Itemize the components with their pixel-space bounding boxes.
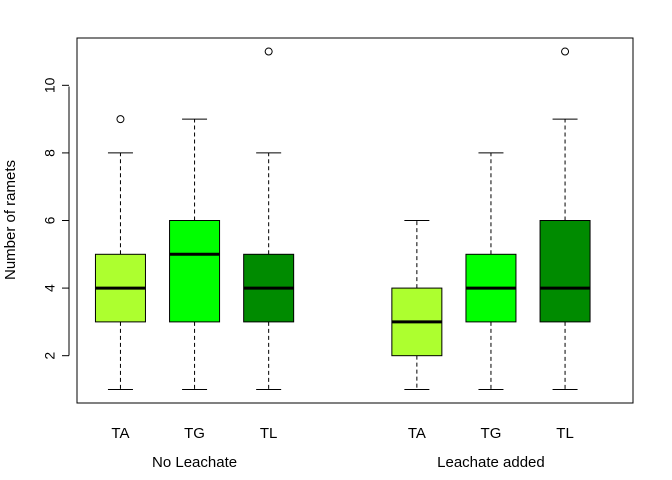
box-tl <box>539 220 591 323</box>
x-tick-label: TL <box>260 425 278 442</box>
y-tick-label: 8 <box>42 149 58 157</box>
box-tg <box>169 220 221 323</box>
x-tick-label: TG <box>481 425 502 442</box>
plot-frame <box>76 37 634 404</box>
x-tick-labels: TA TG TL TA TG TL <box>111 425 573 442</box>
boxes <box>94 47 591 390</box>
x-tick-label: TA <box>111 425 129 442</box>
outlier-point <box>264 47 273 56</box>
group-label: No Leachate <box>152 454 237 471</box>
outlier-point <box>561 47 570 56</box>
y-tick-label: 2 <box>42 352 58 360</box>
group-label: Leachate added <box>437 454 545 471</box>
y-tick-label: 6 <box>42 216 58 224</box>
y-tick-label: 10 <box>42 77 58 93</box>
y-tick-label: 4 <box>42 284 58 292</box>
group-labels: No Leachate Leachate added <box>152 454 545 471</box>
y-axis-label: Number of ramets <box>2 160 19 280</box>
y-ticks: 2 4 6 8 10 <box>42 77 69 360</box>
x-tick-label: TG <box>184 425 205 442</box>
outlier-point <box>116 115 125 124</box>
x-tick-label: TA <box>408 425 426 442</box>
x-tick-label: TL <box>556 425 574 442</box>
